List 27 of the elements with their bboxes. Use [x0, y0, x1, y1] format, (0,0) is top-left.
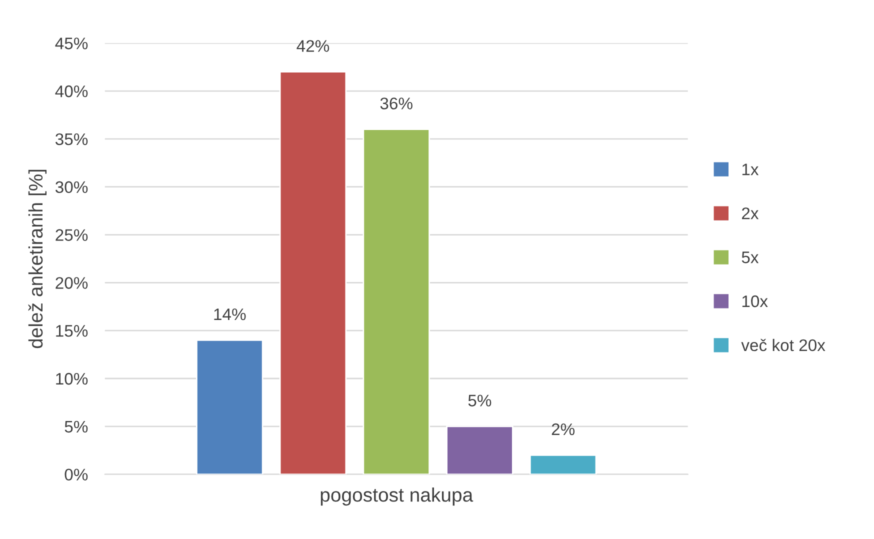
x-axis-title: pogostost nakupa: [320, 488, 474, 506]
y-tick-label: 20%: [56, 277, 88, 289]
legend-label: 10x: [742, 295, 768, 308]
y-tick-label: 45%: [55, 38, 88, 50]
y-tick-label: 15%: [56, 325, 88, 337]
y-tick-label: 40%: [55, 85, 88, 98]
data-label: 2%: [552, 423, 575, 436]
y-tick-label: 5%: [64, 420, 88, 433]
legend-label: 1x: [742, 164, 759, 176]
y-tick-label: 0%: [64, 468, 88, 481]
data-label: 36%: [380, 98, 412, 110]
y-tick-label: 30%: [55, 181, 88, 194]
y-tick-label: 25%: [56, 229, 88, 241]
y-axis-title: delež anketiranih [%]: [28, 170, 47, 348]
y-tick-label: 35%: [55, 133, 88, 146]
legend-label: 5x: [742, 252, 759, 264]
y-tick-label: 10%: [56, 372, 88, 385]
bar: [529, 454, 597, 474]
legend-label: več kot 20x: [741, 338, 826, 352]
bar: [279, 71, 347, 474]
legend-label: 2x: [742, 207, 759, 220]
bar: [362, 128, 430, 474]
data-label: 5%: [468, 394, 492, 406]
bar: [196, 339, 264, 474]
bar: [446, 426, 514, 474]
data-label: 42%: [296, 40, 330, 52]
data-label: 14%: [214, 308, 246, 320]
